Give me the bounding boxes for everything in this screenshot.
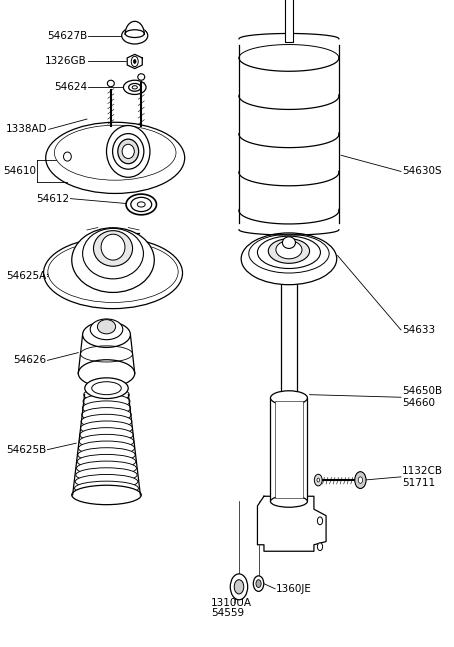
Ellipse shape [113,134,144,169]
Bar [271,398,307,501]
Ellipse shape [82,401,131,415]
Ellipse shape [234,580,244,594]
Ellipse shape [72,485,141,505]
Text: 1132CB: 1132CB [402,466,443,476]
Circle shape [317,543,323,551]
Ellipse shape [128,83,141,91]
Text: 54624: 54624 [54,82,87,93]
Ellipse shape [81,414,132,428]
Ellipse shape [122,27,148,44]
Ellipse shape [75,474,138,488]
Circle shape [317,517,323,525]
Ellipse shape [241,233,337,285]
Ellipse shape [76,468,137,482]
Ellipse shape [94,230,133,267]
Ellipse shape [80,428,133,442]
Bar [281,269,297,404]
Ellipse shape [83,322,130,347]
Ellipse shape [79,441,134,455]
Ellipse shape [77,461,137,476]
Circle shape [131,56,138,67]
Text: 54610: 54610 [3,166,36,177]
Ellipse shape [256,580,261,587]
Ellipse shape [249,234,329,273]
Ellipse shape [90,319,123,340]
Ellipse shape [84,388,129,402]
Ellipse shape [72,228,154,292]
Circle shape [355,472,366,488]
Ellipse shape [268,239,310,263]
Text: 54630S: 54630S [402,166,441,177]
Ellipse shape [79,434,134,448]
Polygon shape [127,54,142,69]
Ellipse shape [54,126,176,181]
Ellipse shape [276,241,302,259]
Ellipse shape [83,394,130,408]
Bar [275,401,303,498]
Text: 1326GB: 1326GB [45,56,87,67]
Text: 54650B: 54650B [402,386,442,397]
Ellipse shape [271,391,307,405]
Ellipse shape [74,481,138,496]
Text: 54660: 54660 [402,398,435,408]
Bar [285,0,293,42]
Circle shape [358,477,363,483]
Ellipse shape [138,74,145,80]
Ellipse shape [85,378,128,399]
Text: 54627B: 54627B [47,30,87,41]
Text: 51711: 51711 [402,477,435,488]
Ellipse shape [317,478,320,482]
Ellipse shape [46,122,185,193]
Ellipse shape [257,236,321,269]
Ellipse shape [101,234,125,260]
Ellipse shape [126,194,157,215]
Text: 54633: 54633 [402,325,435,335]
Text: 1338AD: 1338AD [6,124,48,135]
Text: 54625A: 54625A [6,271,47,281]
Ellipse shape [123,80,146,94]
Ellipse shape [74,488,139,502]
Circle shape [133,60,136,63]
Ellipse shape [78,360,135,387]
Text: 1360JE: 1360JE [276,584,312,594]
Ellipse shape [271,496,307,507]
Polygon shape [257,496,326,551]
Ellipse shape [108,80,114,87]
Ellipse shape [64,152,71,161]
Ellipse shape [118,139,138,164]
Text: 54612: 54612 [36,193,69,204]
Ellipse shape [77,454,136,468]
Ellipse shape [230,574,248,600]
Ellipse shape [83,228,143,279]
Ellipse shape [253,576,264,591]
Ellipse shape [131,197,152,212]
Ellipse shape [92,382,121,395]
Ellipse shape [138,202,145,207]
Ellipse shape [122,144,134,159]
Ellipse shape [314,474,322,486]
Ellipse shape [80,421,133,435]
Text: 54626: 54626 [14,355,47,366]
Ellipse shape [97,320,116,334]
Ellipse shape [132,85,138,89]
Ellipse shape [282,237,296,248]
Ellipse shape [82,408,131,422]
Ellipse shape [78,448,135,462]
Ellipse shape [48,241,178,303]
Ellipse shape [44,237,183,309]
Text: 54559: 54559 [211,608,244,619]
Ellipse shape [107,126,150,177]
Polygon shape [125,21,144,34]
Text: 54625B: 54625B [6,444,47,455]
Text: 1310UA: 1310UA [211,598,252,608]
